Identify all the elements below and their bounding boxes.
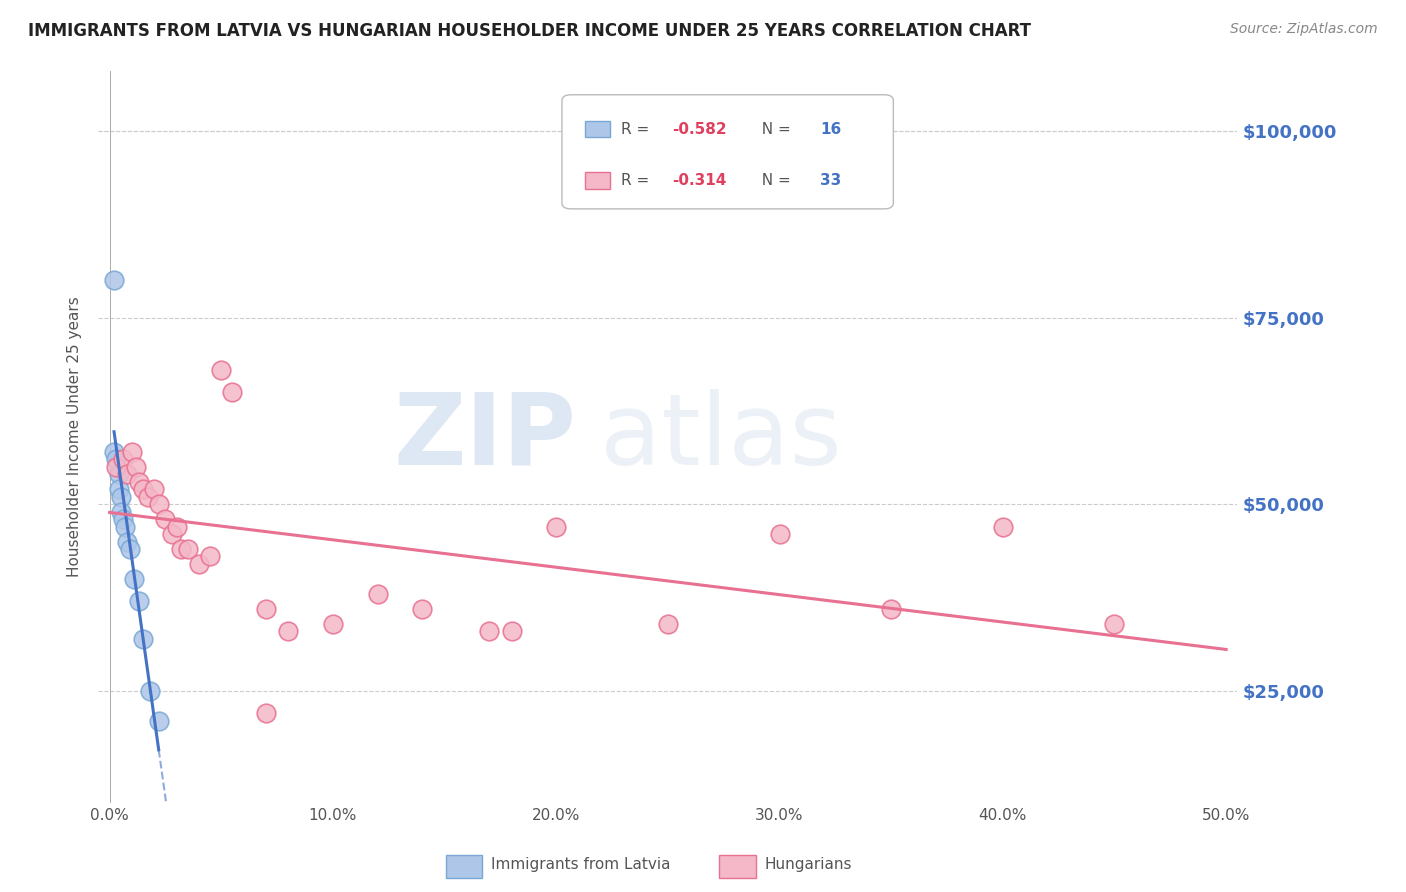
Point <box>107 483 129 497</box>
Point <box>546 519 568 533</box>
Point <box>367 587 389 601</box>
FancyBboxPatch shape <box>718 855 755 878</box>
Point <box>105 459 128 474</box>
Text: -0.582: -0.582 <box>672 122 727 136</box>
Point <box>128 475 150 489</box>
Point <box>139 683 162 698</box>
Point <box>105 452 128 467</box>
Point <box>501 624 523 639</box>
Point <box>991 519 1014 533</box>
Point <box>170 542 193 557</box>
Text: 33: 33 <box>821 173 842 188</box>
Point <box>110 505 132 519</box>
Point <box>1104 616 1126 631</box>
Point <box>143 483 166 497</box>
Point <box>103 273 125 287</box>
Point <box>117 467 139 482</box>
Text: IMMIGRANTS FROM LATVIA VS HUNGARIAN HOUSEHOLDER INCOME UNDER 25 YEARS CORRELATIO: IMMIGRANTS FROM LATVIA VS HUNGARIAN HOUS… <box>28 22 1031 40</box>
Text: R =: R = <box>621 122 654 136</box>
Point <box>107 467 129 482</box>
FancyBboxPatch shape <box>585 121 610 137</box>
Point <box>160 527 183 541</box>
Point <box>111 452 134 467</box>
Point <box>657 616 679 631</box>
Point <box>122 572 145 586</box>
Point <box>880 601 903 615</box>
Point <box>118 542 141 557</box>
Text: Immigrants from Latvia: Immigrants from Latvia <box>491 857 671 872</box>
Text: ZIP: ZIP <box>394 389 576 485</box>
Point <box>148 714 170 728</box>
Point <box>132 483 155 497</box>
Point <box>128 594 150 608</box>
Point <box>768 527 790 541</box>
Point <box>132 632 155 646</box>
Point <box>117 534 139 549</box>
Point <box>254 601 277 615</box>
FancyBboxPatch shape <box>562 95 893 209</box>
Point <box>136 490 159 504</box>
Point <box>277 624 299 639</box>
Text: Hungarians: Hungarians <box>765 857 852 872</box>
Point <box>478 624 501 639</box>
Point <box>148 497 170 511</box>
Point <box>166 519 188 533</box>
Point <box>177 542 200 557</box>
Point <box>125 459 148 474</box>
Text: N =: N = <box>752 173 796 188</box>
Point <box>411 601 433 615</box>
Point <box>155 512 177 526</box>
Point <box>254 706 277 721</box>
FancyBboxPatch shape <box>446 855 482 878</box>
Text: atlas: atlas <box>599 389 841 485</box>
Text: -0.314: -0.314 <box>672 173 727 188</box>
Point <box>103 445 125 459</box>
Text: R =: R = <box>621 173 654 188</box>
Text: N =: N = <box>752 122 796 136</box>
Point <box>110 490 132 504</box>
Point <box>198 549 221 564</box>
Point <box>121 445 143 459</box>
Text: Source: ZipAtlas.com: Source: ZipAtlas.com <box>1230 22 1378 37</box>
FancyBboxPatch shape <box>585 172 610 188</box>
Y-axis label: Householder Income Under 25 years: Householder Income Under 25 years <box>67 297 83 577</box>
Point <box>187 557 209 571</box>
Point <box>111 512 134 526</box>
Text: 16: 16 <box>821 122 842 136</box>
Point <box>322 616 344 631</box>
Point <box>209 363 232 377</box>
Point <box>221 385 243 400</box>
Point <box>114 519 136 533</box>
